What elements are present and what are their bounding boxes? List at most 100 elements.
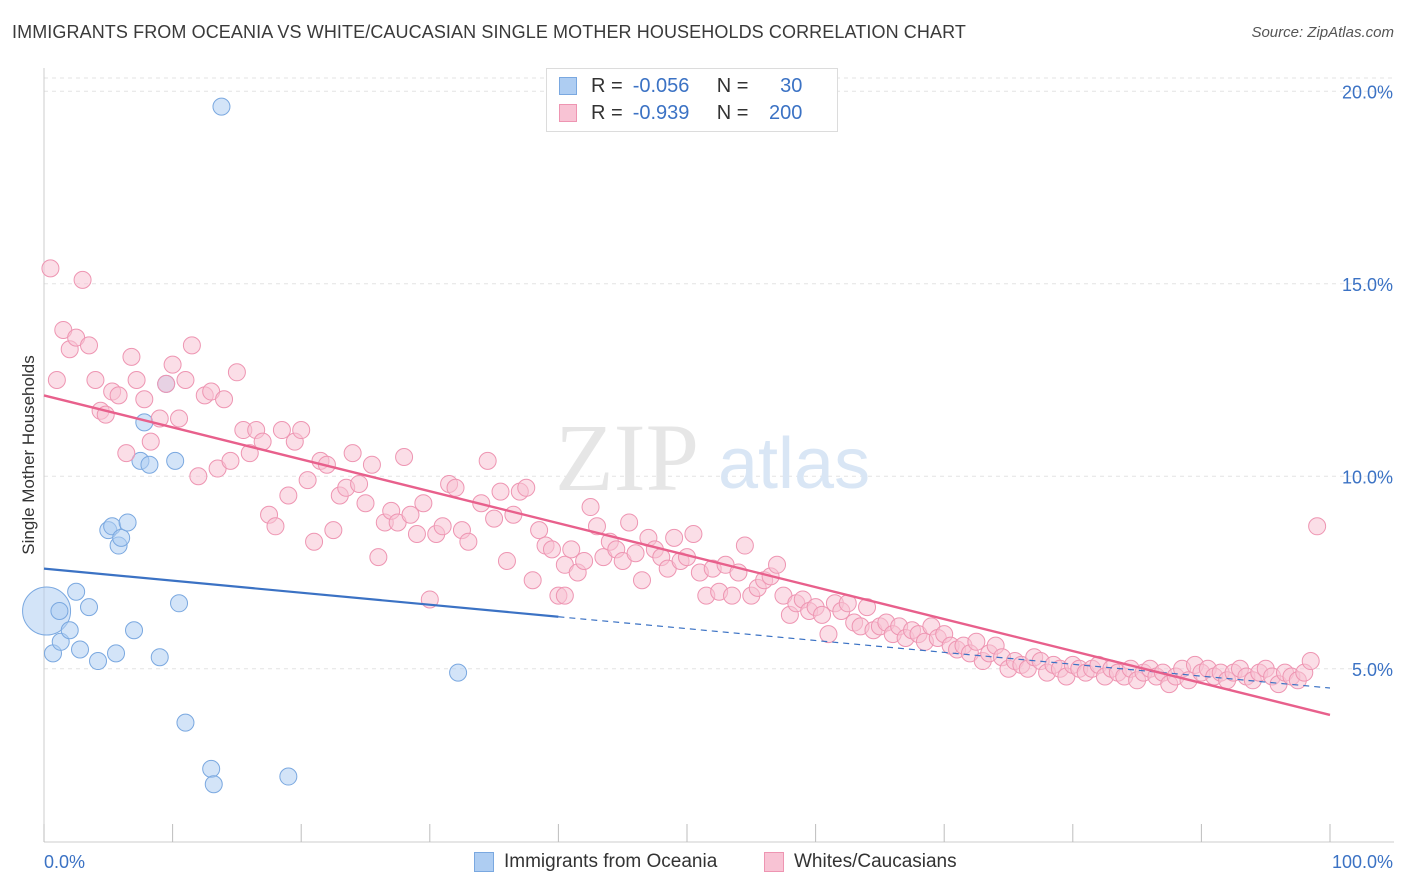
whites-point xyxy=(86,371,105,389)
whites-point xyxy=(215,390,234,409)
whites-point xyxy=(80,336,99,355)
whites-point xyxy=(684,525,703,543)
whites-point xyxy=(324,521,343,540)
legend-swatch-blue xyxy=(559,77,577,95)
bottom-legend-label: Whites/Caucasians xyxy=(794,851,957,872)
oceania-point xyxy=(279,767,298,786)
whites-point xyxy=(141,432,160,451)
oceania-point xyxy=(71,640,90,659)
oceania-point xyxy=(449,663,468,682)
whites-point xyxy=(1308,517,1327,536)
whites-point xyxy=(1301,652,1320,671)
tick-labels: 5.0% 10.0% 15.0% 20.0% 0.0% 100.0% xyxy=(44,82,1393,872)
whites-point xyxy=(620,513,639,532)
oceania-point xyxy=(202,759,221,778)
whites-point xyxy=(523,571,542,590)
legend-n-label: N = xyxy=(716,101,749,124)
whites-point xyxy=(343,444,362,463)
chart-title: IMMIGRANTS FROM OCEANIA VS WHITE/CAUCASI… xyxy=(12,22,966,42)
oceania-point xyxy=(125,621,144,640)
legend-row-whites: R = -0.939 N = 200 xyxy=(559,100,802,126)
gridlines xyxy=(44,77,1394,670)
oceania-point xyxy=(150,648,169,667)
oceania-point xyxy=(107,644,126,663)
scatter-points xyxy=(22,97,1327,794)
whites-point xyxy=(414,494,433,513)
whites-point xyxy=(768,555,787,574)
whites-point xyxy=(189,467,208,486)
whites-point xyxy=(298,471,317,490)
oceania-point xyxy=(60,621,79,640)
legend-n-label: N = xyxy=(716,74,749,97)
x-tick-label: 0.0% xyxy=(44,852,85,872)
whites-point xyxy=(127,371,146,389)
whites-point xyxy=(157,374,176,393)
axes xyxy=(43,68,1394,843)
whites-point xyxy=(485,509,504,528)
whites-point xyxy=(446,478,465,497)
oceania-trend-extension xyxy=(558,616,1331,689)
whites-point xyxy=(735,536,754,555)
legend: R = -0.056 N = 30 R = -0.939 N = 200 xyxy=(546,68,838,132)
whites-trend-line xyxy=(43,394,1331,717)
y-tick-label: 5.0% xyxy=(1352,660,1393,680)
whites-point xyxy=(723,586,742,605)
legend-r-value: -0.939 xyxy=(632,101,690,124)
bottom-legend-swatch-blue xyxy=(474,852,494,872)
whites-point xyxy=(279,486,298,505)
whites-point xyxy=(170,409,189,428)
whites-point xyxy=(369,548,388,567)
oceania-point xyxy=(80,598,99,617)
whites-point xyxy=(292,421,311,440)
whites-point xyxy=(665,528,684,547)
whites-point xyxy=(176,371,195,389)
whites-point xyxy=(626,544,645,563)
whites-point xyxy=(362,455,381,474)
whites-point xyxy=(967,632,986,651)
whites-point xyxy=(581,498,600,517)
whites-point xyxy=(433,517,452,536)
oceania-point xyxy=(140,455,159,474)
oceania-point xyxy=(89,652,108,671)
whites-point xyxy=(575,551,594,570)
legend-swatch-pink xyxy=(559,104,577,122)
oceania-point xyxy=(22,586,72,636)
whites-point xyxy=(266,517,285,536)
whites-point xyxy=(117,444,136,463)
whites-point xyxy=(491,482,510,501)
bottom-legend-swatch-pink xyxy=(764,852,784,872)
whites-point xyxy=(555,586,574,605)
whites-point xyxy=(163,355,182,374)
oceania-point xyxy=(118,513,137,532)
bottom-legend-whites: Whites/Caucasians xyxy=(764,851,957,873)
y-axis-label: Single Mother Households xyxy=(19,355,38,554)
whites-point xyxy=(459,532,478,551)
whites-point xyxy=(221,451,240,470)
whites-point xyxy=(356,494,375,513)
whites-point xyxy=(542,540,561,559)
bottom-legend-label: Immigrants from Oceania xyxy=(504,851,718,872)
y-tick-label: 20.0% xyxy=(1342,82,1393,102)
whites-point xyxy=(813,605,832,624)
legend-row-oceania: R = -0.056 N = 30 xyxy=(559,73,802,99)
whites-point xyxy=(305,532,324,551)
oceania-point xyxy=(50,602,69,620)
whites-point xyxy=(517,478,536,497)
whites-point xyxy=(109,386,128,405)
whites-point xyxy=(272,421,291,440)
whites-point xyxy=(401,505,420,524)
whites-point xyxy=(819,625,838,644)
legend-n-value: 30 xyxy=(780,74,803,97)
whites-point xyxy=(395,448,414,466)
whites-point xyxy=(478,451,497,470)
source-label: Source: ZipAtlas.com xyxy=(1251,24,1394,41)
whites-point xyxy=(122,347,141,366)
oceania-point xyxy=(166,451,185,470)
whites-point xyxy=(135,390,154,409)
whites-point xyxy=(858,598,877,617)
watermark: ZIP atlas xyxy=(555,404,870,511)
oceania-point xyxy=(176,713,195,732)
y-tick-label: 10.0% xyxy=(1342,467,1393,487)
oceania-point xyxy=(67,582,86,601)
